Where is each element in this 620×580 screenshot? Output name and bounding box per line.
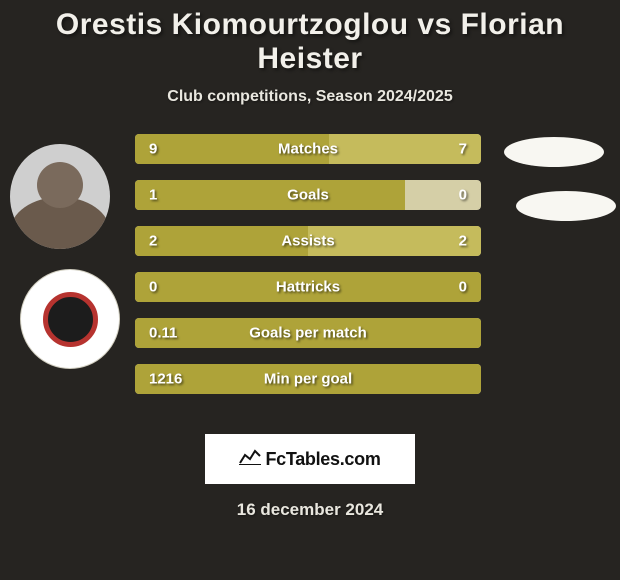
player-avatar xyxy=(10,144,110,249)
stat-value-left: 1216 xyxy=(149,371,182,388)
stat-row: 1216 Min per goal xyxy=(135,364,481,394)
content-root: Orestis Kiomourtzoglou vs Florian Heiste… xyxy=(0,0,620,580)
stat-value-left: 1 xyxy=(149,187,157,204)
bar-fill-left xyxy=(135,180,405,210)
opponent-oval-1 xyxy=(504,137,604,167)
stat-value-right: 2 xyxy=(459,233,467,250)
stat-value-left: 0.11 xyxy=(149,325,177,342)
club-badge-inner xyxy=(43,292,98,347)
club-badge xyxy=(20,269,120,369)
stat-row: 2 Assists 2 xyxy=(135,226,481,256)
stat-value-right: 0 xyxy=(459,279,467,296)
stat-label: Goals xyxy=(287,187,329,204)
stat-value-right: 7 xyxy=(459,141,467,158)
stat-value-left: 0 xyxy=(149,279,157,296)
stats-area: 9 Matches 7 1 Goals 0 2 Assists 2 0 Hattricks 0 0.11… xyxy=(0,134,620,414)
stat-label: Assists xyxy=(281,233,334,250)
brand-logo: FcTables.com xyxy=(205,434,415,484)
stat-value-right: 0 xyxy=(459,187,467,204)
chart-icon xyxy=(239,449,261,470)
stat-label: Min per goal xyxy=(264,371,352,388)
stat-value-left: 2 xyxy=(149,233,157,250)
stat-row: 0 Hattricks 0 xyxy=(135,272,481,302)
opponent-oval-2 xyxy=(516,191,616,221)
brand-logo-text: FcTables.com xyxy=(265,449,380,470)
stat-bars: 9 Matches 7 1 Goals 0 2 Assists 2 0 Hattricks 0 0.11… xyxy=(135,134,481,410)
stat-label: Goals per match xyxy=(249,325,367,342)
stat-value-left: 9 xyxy=(149,141,157,158)
stat-row: 1 Goals 0 xyxy=(135,180,481,210)
date-label: 16 december 2024 xyxy=(0,500,620,520)
stat-row: 0.11 Goals per match xyxy=(135,318,481,348)
stat-row: 9 Matches 7 xyxy=(135,134,481,164)
stat-label: Hattricks xyxy=(276,279,340,296)
page-subtitle: Club competitions, Season 2024/2025 xyxy=(0,88,620,106)
stat-label: Matches xyxy=(278,141,338,158)
page-title: Orestis Kiomourtzoglou vs Florian Heiste… xyxy=(0,0,620,76)
